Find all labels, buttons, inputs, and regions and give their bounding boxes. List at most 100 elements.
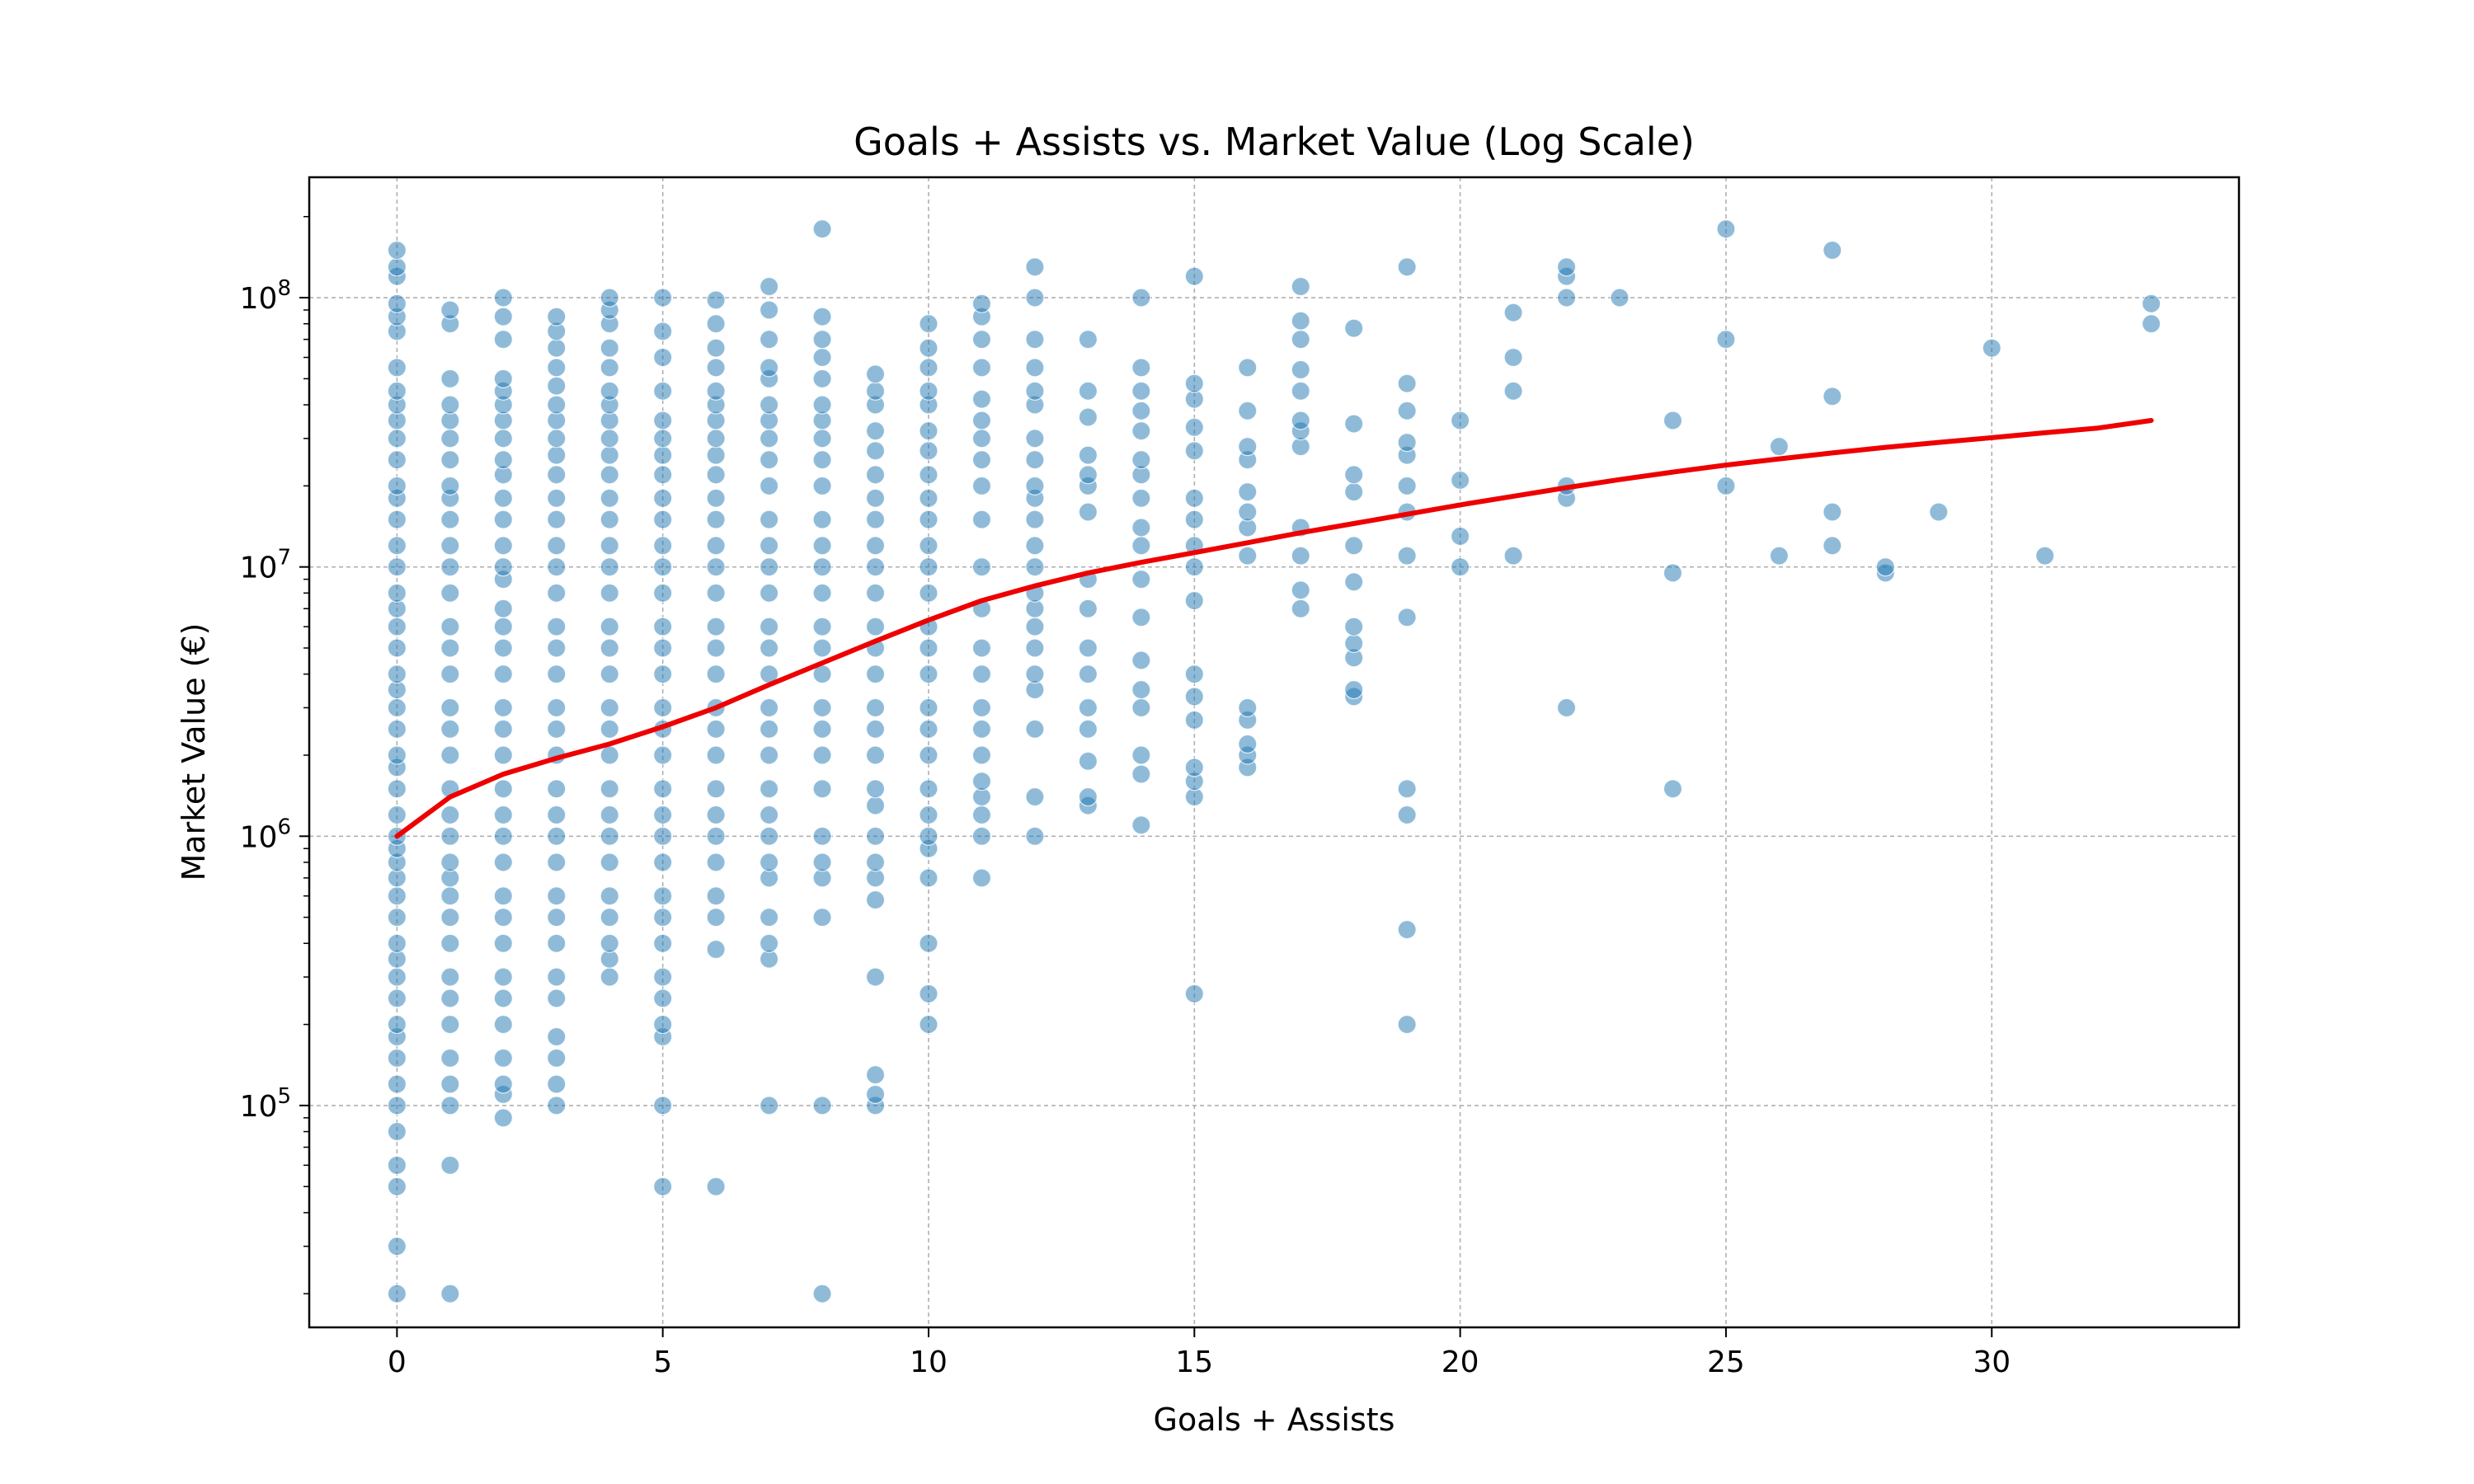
scatter-point (760, 358, 779, 378)
scatter-point (1131, 288, 1151, 308)
y-tick-base: 10 (240, 820, 278, 854)
scatter-point (387, 583, 407, 603)
scatter-point (1344, 572, 1364, 592)
scatter-point (440, 369, 460, 388)
scatter-point (865, 583, 886, 603)
scatter-point (387, 450, 407, 470)
scatter-point (1078, 465, 1098, 485)
scatter-point (1769, 437, 1789, 457)
scatter-point (812, 638, 832, 658)
scatter-point (760, 745, 779, 765)
scatter-point (547, 307, 567, 326)
scatter-point (440, 805, 460, 825)
scatter-point (387, 1014, 407, 1035)
scatter-point (547, 805, 567, 825)
scatter-point (1184, 710, 1204, 730)
scatter-point (812, 347, 832, 368)
scatter-point (1663, 563, 1683, 583)
scatter-point (547, 1074, 567, 1094)
scatter-point (387, 294, 407, 313)
scatter-point (600, 288, 619, 308)
scatter-point (600, 826, 619, 846)
scatter-point (1291, 411, 1310, 430)
scatter-point (653, 805, 673, 825)
scatter-point (493, 599, 513, 618)
scatter-point (653, 886, 673, 906)
scatter-point (600, 510, 619, 529)
scatter-point (1025, 617, 1045, 636)
scatter-point (600, 852, 619, 872)
scatter-point (440, 886, 460, 906)
scatter-point (1131, 570, 1151, 589)
scatter-point (440, 852, 460, 872)
scatter-point (1503, 381, 1523, 401)
scatter-point (387, 536, 407, 556)
scatter-point (1184, 373, 1204, 393)
scatter-point (653, 665, 673, 684)
scatter-point (440, 536, 460, 556)
scatter-point (440, 697, 460, 718)
scatter-point (760, 697, 779, 718)
scatter-point (865, 745, 886, 765)
scatter-point (1078, 665, 1098, 684)
scatter-point (919, 984, 938, 1003)
scatter-point (1025, 288, 1045, 308)
scatter-point (1291, 359, 1310, 380)
x-axis-label: Goals + Assists (1154, 1402, 1395, 1438)
scatter-point (919, 719, 938, 739)
scatter-point (971, 826, 992, 846)
scatter-point (1238, 546, 1258, 566)
scatter-point (1716, 330, 1736, 350)
scatter-point (2142, 314, 2161, 334)
scatter-point (760, 805, 779, 825)
scatter-point (1238, 734, 1258, 754)
scatter-point (865, 1065, 886, 1085)
scatter-point (387, 240, 407, 261)
scatter-point (812, 826, 832, 846)
scatter-point (1025, 826, 1045, 846)
scatter-point (812, 219, 832, 239)
scatter-point (1663, 779, 1683, 799)
scatter-point (387, 989, 407, 1008)
scatter-point (1503, 303, 1523, 322)
scatter-point (865, 465, 886, 485)
scatter-point (600, 445, 619, 465)
scatter-point (1025, 787, 1045, 807)
scatter-point (387, 510, 407, 529)
scatter-point (1025, 510, 1045, 529)
y-tick-label: 108 (240, 276, 291, 316)
scatter-point (706, 665, 726, 684)
scatter-point (653, 638, 673, 658)
scatter-point (387, 1074, 407, 1094)
y-tick-base: 10 (240, 282, 278, 316)
scatter-point (760, 908, 779, 928)
scatter-point (1982, 338, 2001, 358)
scatter-point (1131, 745, 1151, 765)
scatter-point (653, 989, 673, 1008)
scatter-point (1184, 510, 1204, 529)
x-tick-label: 20 (1442, 1345, 1479, 1379)
scatter-point (1397, 608, 1417, 627)
scatter-point (653, 745, 673, 765)
scatter-point (493, 779, 513, 799)
scatter-point (547, 908, 567, 928)
scatter-point (1131, 608, 1151, 627)
scatter-point (865, 779, 886, 799)
x-tick-label: 15 (1175, 1345, 1213, 1379)
scatter-point (440, 665, 460, 684)
scatter-point (971, 697, 992, 718)
scatter-point (812, 852, 832, 872)
scatter-point (547, 779, 567, 799)
scatter-point (865, 536, 886, 556)
scatter-point (1078, 445, 1098, 465)
scatter-point (547, 583, 567, 603)
scatter-point (1184, 441, 1204, 461)
scatter-point (760, 429, 779, 448)
scatter-point (1291, 330, 1310, 350)
x-tick-label: 5 (653, 1345, 672, 1379)
scatter-point (600, 665, 619, 684)
scatter-point (760, 557, 779, 577)
scatter-point (1131, 518, 1151, 538)
scatter-point (493, 488, 513, 508)
scatter-point (760, 779, 779, 799)
